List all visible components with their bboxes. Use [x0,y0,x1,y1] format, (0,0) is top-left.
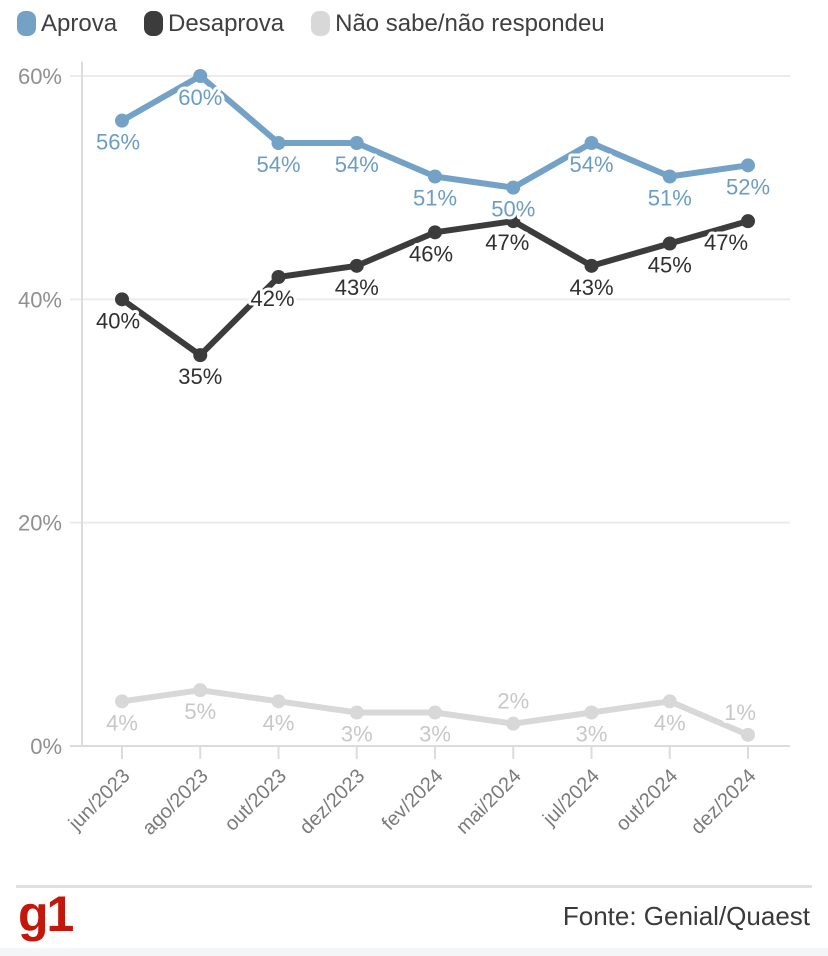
data-point [428,225,442,240]
footer: g1 Fonte: Genial/Quaest [0,885,828,942]
x-axis-label: ago/2023 [138,765,213,840]
data-point-label: 47% [704,230,748,255]
legend-label-nao-sabe: Não sabe/não respondeu [335,9,605,37]
data-point-label: 43% [569,275,613,300]
data-point [271,269,286,284]
source-credit: Fonte: Genial/Quaest [562,901,810,931]
x-axis-label: fev/2024 [378,765,448,835]
legend-swatch-desaprova [144,10,164,36]
footer-divider [16,885,812,888]
data-point [193,348,208,363]
data-point-label: 56% [96,130,140,155]
x-axis-label: dez/2024 [687,765,761,839]
data-point [662,694,677,709]
data-point-label: 3% [576,721,608,746]
data-point [349,258,364,273]
data-point-label: 3% [341,721,373,746]
data-point-label: 4% [106,710,138,735]
approval-line-chart: jun/2023 ago/2023 out/2023 dez/2023 fev/2024… [18,61,790,840]
data-point [506,214,521,229]
data-point-label: 3% [419,721,451,746]
legend: Aprova Desaprova Não sabe/não respondeu [0,0,828,37]
data-point-label: 40% [96,308,140,333]
data-point-label: 35% [178,364,222,389]
x-axis-label: out/2023 [220,765,291,836]
x-axis-label: dez/2023 [296,765,370,839]
data-point [741,727,755,742]
data-point [584,258,599,273]
legend-item-nao-sabe[interactable]: Não sabe/não respondeu [311,9,605,37]
data-point [428,705,442,720]
data-point [349,705,364,720]
legend-label-aprova: Aprova [41,9,118,37]
data-point-label: 43% [335,275,379,300]
g1-logo: g1 [18,886,74,942]
data-point [271,694,286,709]
x-axis-label: jul/2024 [538,765,604,831]
data-point [506,180,521,195]
legend-swatch-aprova [17,10,36,36]
data-point [584,705,599,720]
data-point [193,683,208,698]
data-point-label: 4% [654,710,686,735]
x-axis-label: mai/2024 [452,765,526,839]
x-axis-label: out/2024 [612,765,683,836]
data-point [115,694,129,709]
data-point-label: 2% [497,689,529,714]
data-point [193,68,208,83]
data-point [506,716,521,731]
data-point [115,113,129,128]
data-point-label: 60% [178,85,222,110]
data-point [741,158,755,173]
y-axis-label: 40% [18,287,62,312]
data-point [271,135,286,150]
data-point-label: 54% [569,152,613,177]
data-point [115,292,129,307]
legend-item-aprova[interactable]: Aprova [17,9,118,37]
data-point-label: 45% [648,252,692,277]
data-point [662,169,677,184]
data-point-label: 4% [263,710,295,735]
data-point-label: 46% [409,241,453,266]
x-axis-label: jun/2023 [64,765,135,836]
data-point-label: 54% [335,152,379,177]
data-point [349,135,364,150]
data-point [428,169,442,184]
data-point-label: 5% [184,699,216,724]
legend-swatch-nao-sabe [311,10,331,36]
data-point-label: 51% [648,185,692,210]
legend-label-desaprova: Desaprova [168,9,285,37]
data-point-label: 1% [724,700,756,725]
legend-item-desaprova[interactable]: Desaprova [144,9,285,37]
data-point-label: 50% [491,197,535,222]
data-point [741,214,755,229]
data-point-label: 54% [256,152,300,177]
data-point-label: 52% [726,174,770,199]
data-point-label: 42% [250,286,294,311]
y-axis-label: 60% [18,64,62,89]
y-axis-label: 0% [30,734,62,759]
data-point [662,236,677,251]
y-axis-label: 20% [18,511,62,536]
bottom-band [0,948,828,956]
data-point-label: 51% [413,185,457,210]
data-point-label: 47% [485,230,529,255]
data-point [584,135,599,150]
